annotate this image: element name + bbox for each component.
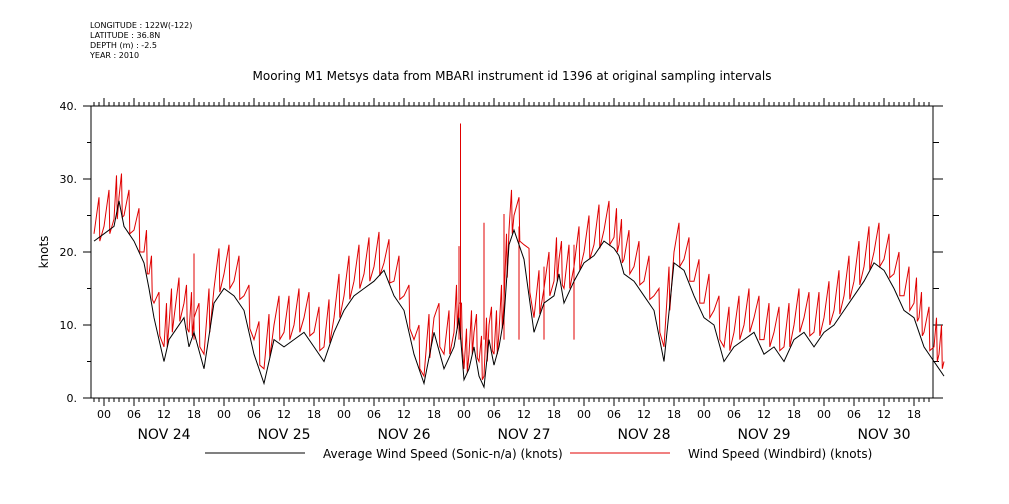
x-hour-label: 06 [487,408,501,421]
x-day-label: NOV 27 [497,427,550,443]
x-hour-label: 18 [787,408,801,421]
x-hour-label: 00 [337,408,351,421]
latitude-text: LATITUDE : 36.8N [90,31,161,40]
x-hour-label: 12 [877,408,891,421]
y-tick-label: 30. [60,173,78,186]
legend: Average Wind Speed (Sonic-n/a) (knots) W… [205,447,872,461]
x-hour-label: 18 [547,408,561,421]
x-hour-label: 00 [817,408,831,421]
windbird-series-line [93,173,945,381]
y-axis: 0. 10. 20. 30. 40. [60,100,943,405]
y-tick-label: 20. [60,246,78,259]
x-hour-label: 06 [607,408,621,421]
x-hour-label: 12 [157,408,171,421]
y-tick-label: 0. [67,392,78,405]
station-metadata: LONGITUDE : 122W(-122) LATITUDE : 36.8N … [90,21,192,61]
legend-label-average: Average Wind Speed (Sonic-n/a) (knots) [323,447,563,461]
plot-area [93,123,945,389]
x-hour-label: 12 [517,408,531,421]
plot-frame [90,105,934,399]
x-hour-label: 18 [667,408,681,421]
x-hour-label: 00 [697,408,711,421]
x-hour-label: 18 [907,408,921,421]
x-day-label: NOV 26 [377,427,430,443]
longitude-text: LONGITUDE : 122W(-122) [90,21,193,30]
x-hour-label: 12 [637,408,651,421]
year-text: YEAR : 2010 [90,51,140,60]
x-hour-label: 06 [847,408,861,421]
chart-title: Mooring M1 Metsys data from MBARI instru… [253,69,772,83]
legend-label-windbird: Wind Speed (Windbird) (knots) [688,447,872,461]
x-hour-label: 06 [127,408,141,421]
y-axis-label: knots [37,236,51,269]
depth-text: DEPTH (m) : -2.5 [90,41,157,50]
x-hour-label: 00 [457,408,471,421]
x-hour-label: 06 [247,408,261,421]
x-hour-label: 12 [397,408,411,421]
x-hour-label: 06 [727,408,741,421]
x-hour-label: 00 [217,408,231,421]
x-hour-label: 12 [277,408,291,421]
x-day-label: NOV 25 [257,427,310,443]
x-day-label: NOV 30 [857,427,910,443]
x-day-label: NOV 28 [617,427,670,443]
x-hour-label: 00 [577,408,591,421]
x-hour-label: 18 [187,408,201,421]
x-hour-label: 18 [427,408,441,421]
average-series-line [93,200,945,389]
x-day-label: NOV 29 [737,427,790,443]
x-axis: 00 06 12 18 00 06 12 18 00 06 12 18 00 06 12 18 00 06 12 18… [93,98,930,443]
x-hour-label: 06 [367,408,381,421]
x-hour-label: 12 [757,408,771,421]
x-day-label: NOV 24 [137,427,190,443]
y-tick-label: 40. [60,100,78,113]
x-hour-label: 18 [307,408,321,421]
y-tick-label: 10. [60,319,78,332]
x-hour-label: 00 [97,408,111,421]
